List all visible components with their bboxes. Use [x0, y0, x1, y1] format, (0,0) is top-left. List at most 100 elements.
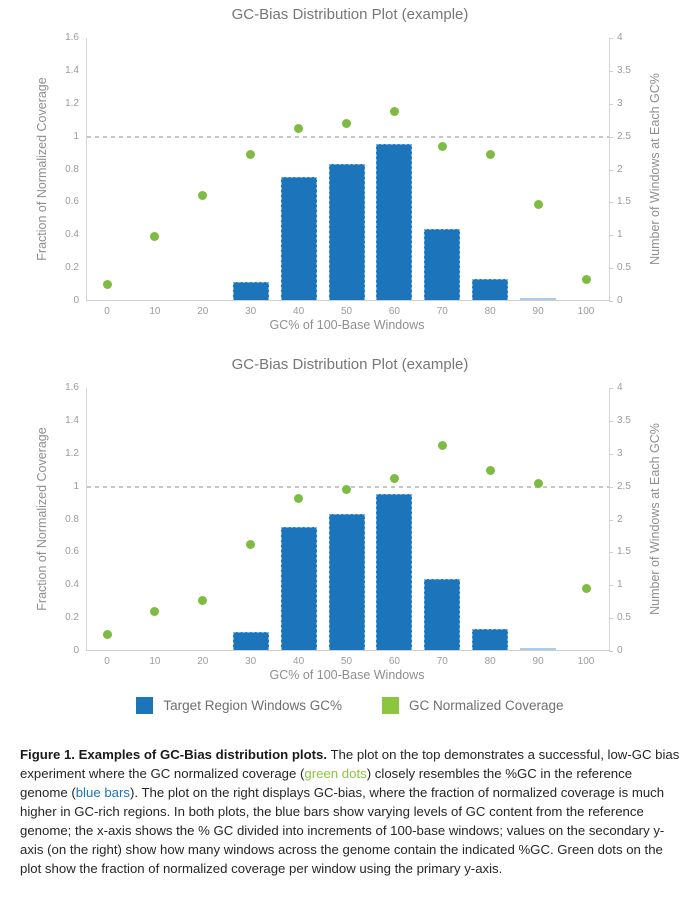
y-tick-label-left: 1.2: [65, 97, 79, 109]
data-point: [294, 123, 304, 133]
y-tick-label-left: 1.4: [65, 414, 79, 426]
y-tick-mark-right: [609, 202, 613, 204]
data-point: [437, 141, 447, 151]
data-point: [389, 473, 399, 483]
y-tick-label-right: 0: [617, 295, 623, 306]
y-tick-label-right: 4: [617, 32, 623, 43]
data-point: [581, 584, 591, 594]
x-tick-label: 100: [577, 306, 595, 317]
y-tick-mark-right: [609, 651, 613, 652]
y-tick-mark-right: [609, 453, 613, 455]
data-point: [389, 107, 399, 117]
y-tick-mark-right: [609, 618, 613, 620]
gc-bias-chart-top: GC-Bias Distribution Plot (example) Frac…: [0, 0, 700, 345]
bar: [376, 494, 413, 650]
y-tick-label-right: 1: [617, 229, 623, 241]
x-tick-label: 70: [436, 306, 448, 317]
x-axis-label: GC% of 100-Base Windows: [269, 318, 425, 332]
caption-segment-bold: Figure 1. Examples of GC-Bias distributi…: [20, 747, 328, 762]
y-tick-label-left: 0.4: [65, 579, 79, 591]
bar: [280, 177, 317, 300]
legend-label: GC Normalized Coverage: [409, 698, 564, 713]
y-tick-label-right: 2: [617, 163, 623, 175]
chart-title: GC-Bias Distribution Plot (example): [231, 356, 469, 373]
y-tick-label-left: 0.2: [65, 612, 79, 624]
data-point: [102, 280, 112, 290]
x-axis-label: GC% of 100-Base Windows: [269, 668, 425, 682]
reference-line: [87, 135, 609, 138]
blue-square-icon: [136, 697, 154, 714]
bar: [472, 279, 509, 300]
y-tick-label-left: 0.2: [65, 262, 79, 274]
x-tick-label: 0: [104, 656, 110, 667]
data-point: [198, 595, 208, 605]
y-tick-mark-right: [609, 38, 613, 39]
bar: [280, 527, 317, 650]
x-tick-label: 90: [532, 656, 544, 667]
y-tick-label-left: 0.4: [65, 229, 79, 241]
y-tick-label-left: 1.6: [65, 382, 79, 393]
y-tick-mark-right: [609, 519, 613, 521]
y-tick-mark-right: [609, 235, 613, 237]
bar: [328, 164, 365, 300]
gc-bias-chart-bottom: GC-Bias Distribution Plot (example) Frac…: [0, 350, 700, 695]
y-tick-mark-right: [609, 103, 613, 105]
x-tick-label: 30: [245, 656, 257, 667]
legend-item-dots: GC Normalized Coverage: [382, 697, 564, 714]
plot-area: 0 0.2 0.4 0.6 0.8 1 1.2 1.4 1.6 0 0.5 1 1.5 2 2.5 3 3.5 4…: [65, 382, 631, 667]
plot-area: 0 0.2 0.4 0.6 0.8 1 1.2 1.4 1.6 0 0.5 1 1.5 2 2.5 3 3.5 4…: [65, 32, 631, 317]
data-point: [246, 150, 256, 160]
bar: [520, 298, 557, 300]
y-tick-label-left: 0.6: [65, 546, 79, 558]
data-point: [437, 441, 447, 451]
data-point: [150, 607, 160, 617]
bar: [232, 632, 269, 650]
data-point: [533, 478, 543, 488]
y-tick-mark-right: [609, 388, 613, 389]
figure-caption: Figure 1. Examples of GC-Bias distributi…: [20, 745, 682, 878]
data-point: [150, 232, 160, 242]
data-point: [246, 539, 256, 549]
bar: [520, 648, 557, 650]
legend-item-bars: Target Region Windows GC%: [136, 697, 342, 714]
x-tick-label: 20: [197, 656, 209, 667]
y-tick-label-right: 0: [617, 645, 623, 656]
x-tick-label: 30: [245, 306, 257, 317]
y-tick-mark-right: [609, 268, 613, 270]
y-tick-mark-right: [609, 585, 613, 587]
data-point: [485, 150, 495, 160]
x-tick-label: 10: [149, 656, 161, 667]
caption-segment-normal: ) closely resembles the %GC in the refer…: [20, 766, 633, 800]
data-point: [342, 485, 351, 495]
x-tick-label: 70: [436, 656, 448, 667]
y-tick-label-right: 1.5: [617, 196, 631, 208]
y-tick-mark-right: [609, 486, 613, 488]
bar: [232, 282, 269, 300]
y-tick-label-left: 0: [73, 645, 79, 656]
y-tick-label-right: 2.5: [617, 130, 631, 142]
y-tick-label-left: 0.6: [65, 196, 79, 208]
y-tick-label-left: 0.8: [65, 163, 79, 175]
legend-label: Target Region Windows GC%: [163, 698, 342, 713]
y-tick-mark-right: [609, 301, 613, 302]
x-tick-label: 50: [340, 656, 353, 667]
y-tick-label-left: 1.6: [65, 32, 79, 43]
y-tick-label-right: 3.5: [617, 64, 631, 76]
caption-segment-blue: blue bars: [75, 785, 130, 800]
x-tick-label: 100: [577, 656, 595, 667]
data-point: [342, 118, 351, 128]
y-tick-mark-right: [609, 552, 613, 554]
bar: [424, 229, 461, 300]
green-square-icon: [382, 697, 399, 714]
x-tick-label: 60: [388, 656, 400, 667]
bar: [376, 144, 413, 300]
y-tick-label-right: 3: [617, 97, 623, 109]
y-tick-label-right: 3.5: [617, 414, 631, 426]
x-tick-label: 20: [197, 306, 209, 317]
y-tick-label-left: 1: [73, 480, 79, 492]
y-tick-mark-right: [609, 169, 613, 171]
data-point: [198, 191, 208, 201]
data-point: [485, 465, 495, 475]
y-tick-mark-right: [609, 420, 613, 422]
